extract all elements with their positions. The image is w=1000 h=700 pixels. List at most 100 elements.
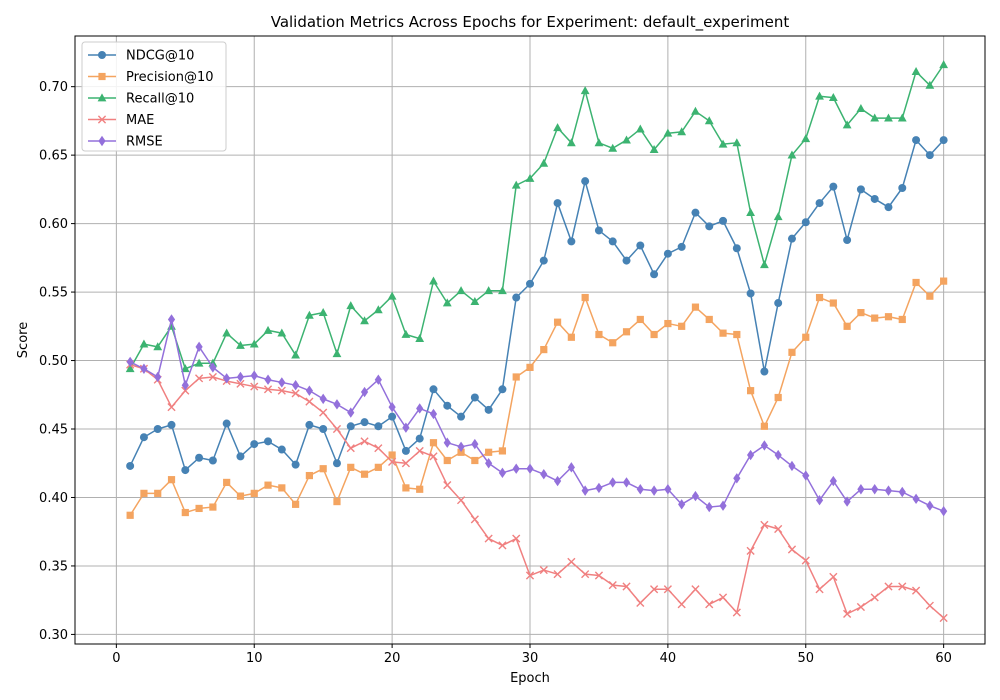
data-point-mae (608, 581, 617, 590)
series-mae (126, 360, 948, 623)
data-point-mae (250, 382, 259, 391)
data-point-recall-10 (939, 60, 949, 69)
data-point-rmse (636, 484, 644, 495)
data-point-rmse (926, 500, 934, 511)
data-point-mae (705, 600, 714, 609)
data-point-recall-10 (897, 113, 907, 122)
data-point-mae (884, 582, 893, 591)
data-point-ndcg-10 (539, 256, 548, 265)
data-point-ndcg-10 (208, 456, 217, 465)
data-point-mae (663, 585, 672, 594)
data-point-rmse (581, 485, 589, 496)
data-point-ndcg-10 (277, 445, 286, 454)
data-point-rmse (664, 484, 672, 495)
data-point-ndcg-10 (236, 452, 245, 461)
data-point-recall-10 (125, 364, 135, 373)
data-point-recall-10 (470, 297, 480, 306)
data-point-precision-10 (636, 315, 644, 324)
data-point-recall-10 (663, 128, 673, 137)
data-point-rmse (553, 475, 562, 487)
y-tick-label: 0.35 (39, 559, 68, 574)
data-point-recall-10 (773, 212, 783, 221)
data-point-recall-10 (360, 316, 369, 325)
data-point-rmse (898, 486, 906, 498)
y-tick-label: 0.50 (39, 354, 68, 369)
data-point-mae (456, 496, 466, 505)
legend-item-recall-10: Recall@10 (88, 92, 194, 107)
data-point-recall-10 (580, 86, 590, 95)
data-point-rmse (333, 399, 341, 410)
series-recall-10 (125, 60, 949, 373)
data-point-rmse (250, 370, 258, 381)
data-point-precision-10 (388, 451, 396, 459)
x-tick-label: 20 (384, 651, 401, 666)
data-point-mae (815, 585, 824, 594)
legend-label: Recall@10 (126, 92, 194, 107)
data-point-mae (498, 541, 507, 550)
data-point-rmse (374, 374, 382, 385)
data-point-precision-10 (195, 504, 203, 513)
data-point-ndcg-10 (732, 244, 741, 253)
chart-title: Validation Metrics Across Epochs for Exp… (271, 13, 790, 32)
data-point-ndcg-10 (719, 216, 728, 225)
data-point-mae (512, 534, 521, 543)
data-point-ndcg-10 (939, 136, 948, 145)
data-point-recall-10 (594, 138, 604, 147)
data-point-rmse (760, 440, 768, 451)
data-point-recall-10 (429, 276, 438, 285)
data-point-rmse (650, 485, 658, 496)
data-point-recall-10 (194, 358, 204, 367)
data-point-recall-10 (553, 123, 562, 132)
data-point-rmse (595, 482, 603, 494)
data-point-rmse (140, 363, 148, 374)
data-point-ndcg-10 (319, 425, 328, 434)
x-tick-label: 10 (246, 651, 263, 666)
data-point-recall-10 (332, 349, 342, 358)
series-rmse (126, 314, 948, 517)
data-point-recall-10 (884, 113, 893, 122)
data-point-rmse (181, 379, 189, 391)
data-point-ndcg-10 (250, 440, 259, 449)
data-point-precision-10 (719, 329, 727, 337)
data-point-ndcg-10 (650, 270, 659, 279)
data-point-precision-10 (319, 465, 327, 473)
data-point-precision-10 (278, 484, 286, 492)
data-point-recall-10 (732, 138, 742, 147)
series-line-recall-10 (129, 64, 945, 370)
data-point-precision-10 (595, 330, 603, 339)
data-point-recall-10 (291, 350, 301, 359)
data-point-ndcg-10 (388, 412, 397, 421)
data-point-ndcg-10 (705, 222, 714, 231)
data-point-recall-10 (911, 67, 921, 76)
data-point-precision-10 (305, 471, 313, 480)
data-point-rmse (485, 458, 493, 469)
series-line-precision-10 (129, 280, 945, 516)
data-point-mae (539, 565, 548, 575)
data-point-ndcg-10 (305, 420, 314, 429)
data-point-mae (801, 556, 810, 565)
data-point-rmse (788, 460, 796, 472)
data-point-rmse (223, 373, 231, 384)
data-point-ndcg-10 (126, 461, 135, 470)
data-point-precision-10 (126, 511, 134, 519)
data-point-ndcg-10 (898, 184, 907, 192)
y-tick-label: 0.65 (39, 149, 68, 164)
data-point-ndcg-10 (567, 237, 576, 246)
data-point-rmse (429, 408, 438, 420)
data-point-recall-10 (801, 134, 811, 143)
data-point-recall-10 (304, 310, 314, 319)
data-point-ndcg-10 (829, 182, 838, 191)
data-point-recall-10 (442, 298, 452, 307)
data-point-recall-10 (401, 329, 411, 338)
data-point-precision-10 (622, 328, 631, 336)
data-point-precision-10 (802, 333, 810, 341)
data-point-recall-10 (746, 208, 756, 217)
data-point-ndcg-10 (774, 299, 783, 308)
series-ndcg-10 (126, 136, 948, 475)
data-point-mae (939, 613, 948, 623)
data-point-mae (649, 585, 659, 594)
data-point-recall-10 (153, 342, 163, 351)
data-point-mae (691, 585, 700, 594)
data-point-rmse (622, 477, 631, 488)
data-point-recall-10 (608, 143, 618, 152)
